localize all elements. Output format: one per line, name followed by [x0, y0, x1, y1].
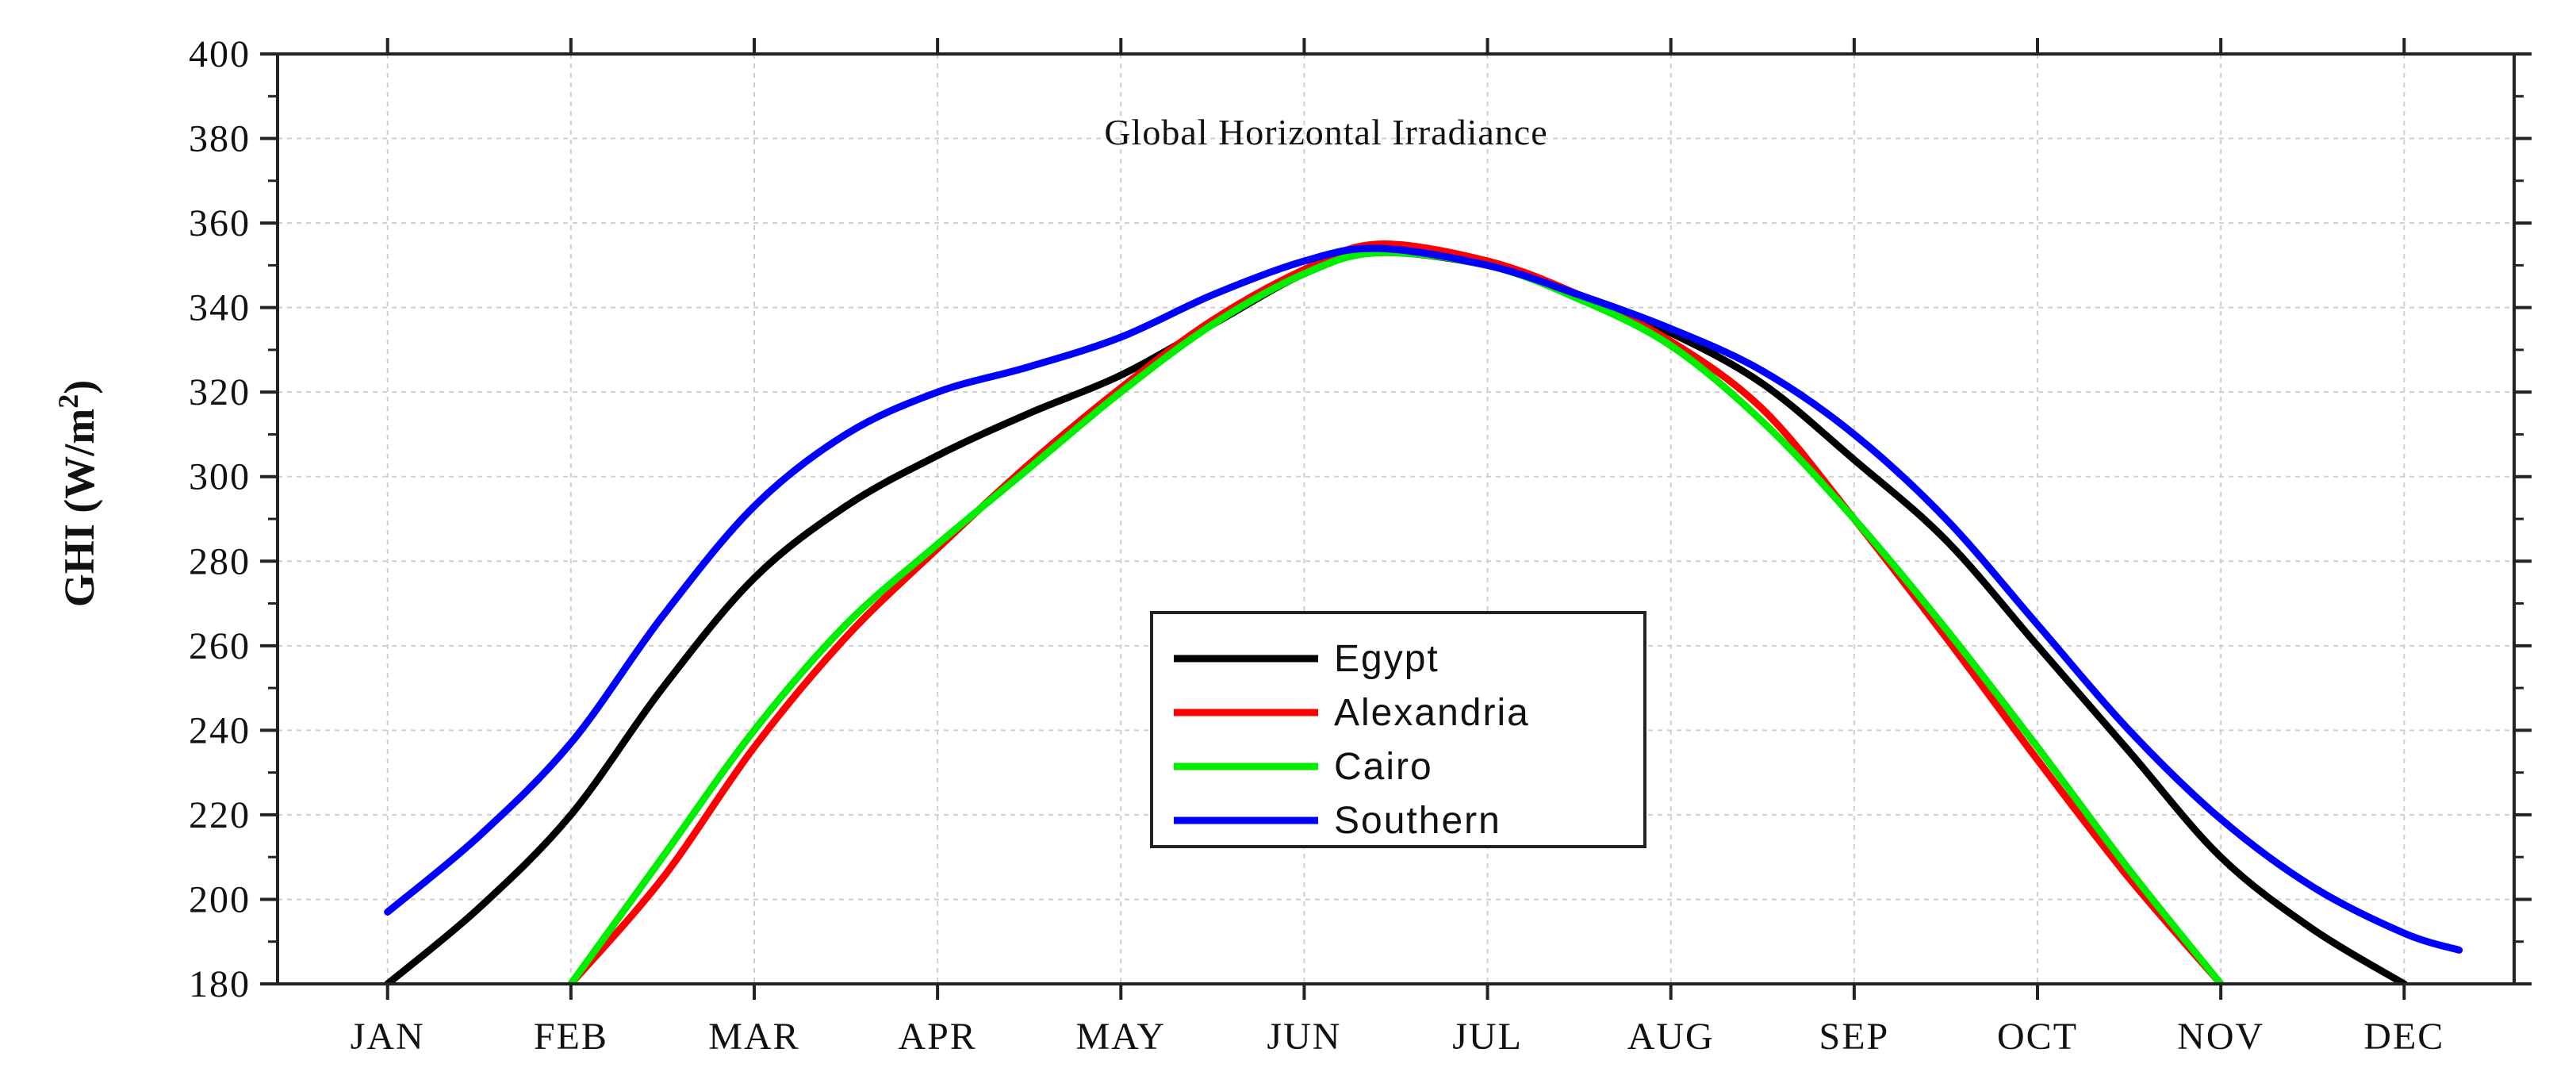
y-tick-label: 320 — [189, 371, 251, 413]
y-axis: 180 200 220 240 260 280 300 320 340 360 380 400 — [189, 33, 2532, 1005]
legend-label-southern: Southern — [1334, 800, 1501, 842]
x-tick-label: SEP — [1819, 1016, 1890, 1058]
y-tick-label: 300 — [189, 456, 251, 498]
series-line-alexandria — [567, 240, 2225, 984]
y-tick-label: 400 — [189, 33, 251, 75]
legend-box — [1150, 611, 1646, 848]
legend-label-cairo: Cairo — [1334, 746, 1433, 788]
x-tick-label: APR — [898, 1016, 976, 1058]
chart-title: Global Horizontal Irradiance — [1104, 112, 1547, 152]
x-tick-label: AUG — [1627, 1016, 1715, 1058]
x-tick-label: MAR — [708, 1016, 799, 1058]
gridlines — [278, 54, 2514, 984]
legend: Egypt Alexandria Cairo Southern — [1150, 611, 1646, 848]
series-line-cairo — [567, 248, 2225, 984]
x-tick-label: JUL — [1452, 1016, 1523, 1058]
y-tick-label: 340 — [189, 287, 251, 329]
y-axis-label-superscript: 2 — [52, 394, 84, 409]
y-tick-label: 360 — [189, 202, 251, 244]
y-tick-label: 200 — [189, 878, 251, 920]
x-tick-label: OCT — [1997, 1016, 2078, 1058]
y-axis-label-text: GHI (W/m — [56, 409, 103, 608]
y-tick-label: 380 — [189, 118, 251, 160]
legend-label-egypt: Egypt — [1334, 638, 1439, 680]
x-tick-label: FEB — [534, 1016, 608, 1058]
y-tick-label: 240 — [189, 709, 251, 751]
y-tick-label: 280 — [189, 540, 251, 582]
x-axis: JAN FEB MAR APR MAY JUN JUL AUG SEP OCT NOV DEC — [351, 38, 2444, 1058]
x-tick-label: NOV — [2177, 1016, 2264, 1058]
y-tick-label: 260 — [189, 625, 251, 667]
y-axis-label-end: ) — [56, 380, 103, 394]
y-axis-label: GHI (W/m2) — [52, 380, 103, 607]
legend-label-alexandria: Alexandria — [1334, 692, 1530, 734]
x-tick-label: JAN — [351, 1016, 425, 1058]
series-lines — [384, 240, 2463, 984]
x-tick-label: DEC — [2363, 1016, 2444, 1058]
x-tick-label: MAY — [1075, 1016, 1166, 1058]
y-tick-label: 180 — [189, 963, 251, 1005]
y-tick-label: 220 — [189, 794, 251, 836]
x-tick-label: JUN — [1267, 1016, 1341, 1058]
series-line-southern — [384, 244, 2463, 954]
